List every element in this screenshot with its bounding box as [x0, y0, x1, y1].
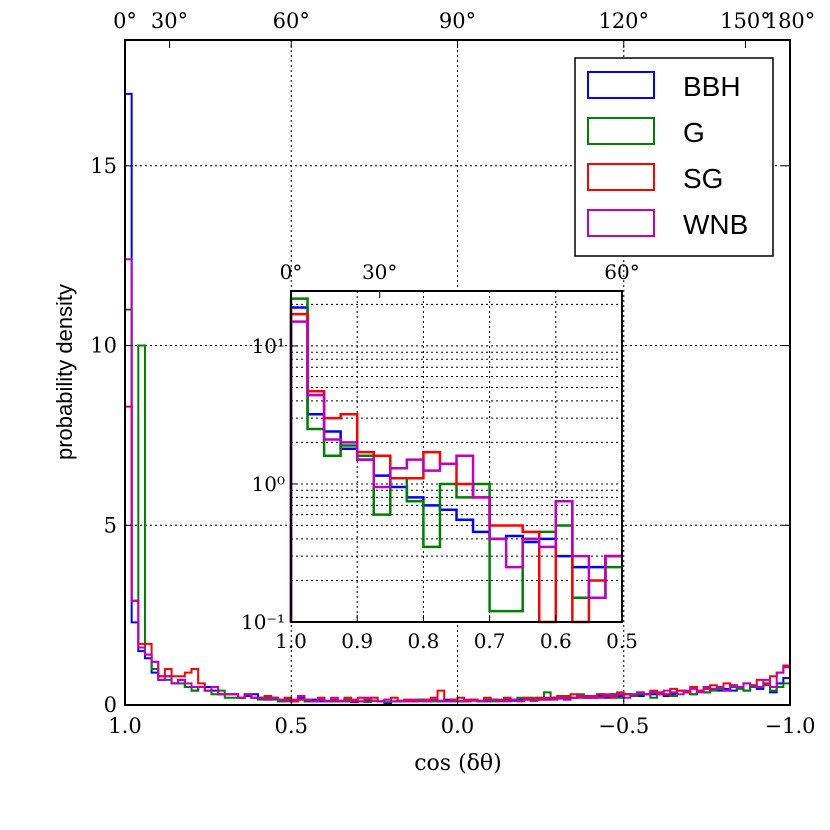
- inset-x-tick-label: 0.8: [407, 629, 439, 653]
- inset-top-tick-label: 30°: [362, 260, 397, 284]
- main-x-tick-label: −0.5: [598, 714, 649, 738]
- inset-x-tick-label: 0.9: [341, 629, 373, 653]
- main-y-tick-label: 10: [90, 334, 117, 358]
- main-top-tick-label: 90°: [439, 9, 476, 33]
- main-top-tick-label: 180°: [765, 9, 816, 33]
- inset-ticks: 1.0 0.9 0.8 0.7 0.6 0.5 10⁻¹ 10⁰ 10¹ 0° 30° 60°: [241, 260, 640, 653]
- y-axis-label: probability density: [52, 284, 77, 460]
- inset-x-tick-label: 0.6: [540, 629, 572, 653]
- main-x-tick-label: −1.0: [765, 714, 816, 738]
- main-top-tick-label: 120°: [598, 9, 649, 33]
- main-y-tick-label: 15: [90, 154, 117, 178]
- legend-label-g: G: [683, 117, 705, 148]
- main-top-tick-label: 30°: [151, 9, 188, 33]
- inset-x-tick-label: 1.0: [275, 629, 307, 653]
- main-x-tick-label: 1.0: [108, 714, 141, 738]
- inset-x-tick-label: 0.5: [606, 629, 638, 653]
- main-top-tick-label: 0°: [113, 9, 137, 33]
- main-x-tick-label: 0.0: [441, 714, 474, 738]
- inset-y-tick-label: 10⁻¹: [241, 610, 285, 634]
- inset-top-tick-label: 0°: [280, 260, 303, 284]
- inset-top-tick-label: 60°: [604, 260, 639, 284]
- legend: BBH G SG WNB: [574, 57, 774, 257]
- legend-swatch-sg: [587, 163, 655, 191]
- main-series-group: [124, 92, 790, 705]
- main-y-tick-label: 5: [104, 513, 117, 537]
- main-y-tick-label: 0: [104, 693, 117, 717]
- legend-swatch-g: [587, 117, 655, 145]
- legend-box: [574, 57, 774, 257]
- inset-series-wnb: [289, 320, 622, 622]
- legend-entries: BBH G SG WNB: [587, 71, 748, 240]
- main-x-tick-label: 0.5: [275, 714, 308, 738]
- main-top-tick-label: 60°: [273, 9, 310, 33]
- inset-y-tick-label: 10⁰: [252, 472, 285, 496]
- x-axis-label: cos (δθ): [414, 751, 502, 776]
- inset-series-group: [289, 297, 622, 624]
- inset-plot-frame: [290, 290, 623, 623]
- main-top-tick-label: 150°: [720, 9, 771, 33]
- inset-x-tick-label: 0.7: [474, 629, 506, 653]
- legend-label-wnb: WNB: [683, 209, 748, 240]
- legend-swatch-bbh: [587, 71, 655, 99]
- inset-plot: 1.0 0.9 0.8 0.7 0.6 0.5 10⁻¹ 10⁰ 10¹ 0° 30° 60°: [241, 260, 640, 653]
- legend-label-sg: SG: [683, 163, 723, 194]
- legend-swatch-wnb: [587, 209, 655, 237]
- main-series-wnb: [124, 258, 790, 705]
- legend-label-bbh: BBH: [683, 71, 741, 102]
- inset-y-tick-label: 10¹: [252, 334, 285, 358]
